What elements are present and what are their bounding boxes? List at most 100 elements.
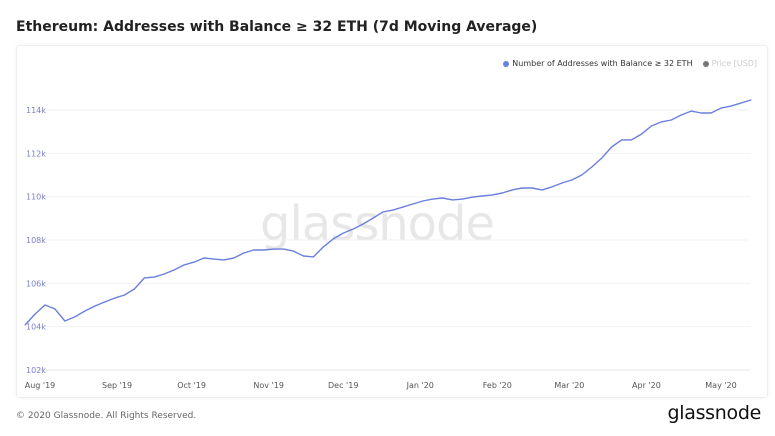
- x-tick-label: Oct '19: [177, 381, 206, 390]
- legend-dot-icon: [503, 60, 510, 67]
- data-point: [422, 200, 424, 202]
- data-point: [640, 133, 643, 135]
- legend-item-addresses[interactable]: Number of Addresses with Balance ≥ 32 ET…: [503, 59, 693, 68]
- data-point: [531, 187, 533, 189]
- data-point: [442, 197, 444, 199]
- data-point: [581, 174, 583, 176]
- y-tick-label: 110k: [26, 193, 46, 202]
- data-point: [133, 288, 136, 290]
- x-tick-label: Aug '19: [25, 381, 56, 390]
- data-point: [104, 301, 106, 303]
- data-point: [213, 258, 215, 260]
- data-point: [620, 139, 623, 141]
- data-point: [233, 257, 235, 259]
- data-point: [561, 182, 563, 184]
- y-tick-label: 112k: [26, 149, 46, 158]
- data-point: [521, 187, 523, 189]
- data-point: [263, 249, 265, 251]
- data-point: [273, 248, 275, 250]
- x-tick-label: Sep '19: [102, 381, 132, 390]
- data-point: [591, 166, 593, 168]
- series-line-addresses: [24, 99, 752, 326]
- data-point: [551, 186, 553, 188]
- data-point: [223, 259, 225, 261]
- x-tick-label: Mar '20: [554, 381, 584, 390]
- legend: Number of Addresses with Balance ≥ 32 ET…: [503, 59, 757, 68]
- data-point: [243, 252, 245, 254]
- data-point: [650, 125, 653, 127]
- data-point: [680, 114, 682, 116]
- data-point: [193, 261, 195, 263]
- x-tick-label: Apr '20: [632, 381, 661, 390]
- data-point: [74, 316, 76, 318]
- x-tick-label: Dec '19: [328, 381, 358, 390]
- data-point: [690, 110, 692, 112]
- legend-item-price[interactable]: Price [USD]: [702, 59, 757, 68]
- legend-label: Number of Addresses with Balance ≥ 32 ET…: [512, 59, 693, 68]
- data-point: [352, 228, 354, 230]
- y-tick-label: 114k: [26, 106, 46, 115]
- data-point: [44, 304, 46, 306]
- x-tick-label: Nov '19: [253, 381, 284, 390]
- data-point: [123, 294, 126, 296]
- data-point: [402, 206, 404, 208]
- x-tick-label: May '20: [705, 381, 736, 390]
- data-point: [700, 112, 702, 114]
- data-point: [332, 238, 334, 240]
- data-point: [670, 119, 672, 121]
- data-point: [501, 192, 503, 194]
- data-point: [730, 105, 732, 107]
- data-point: [541, 189, 543, 191]
- legend-label: Price [USD]: [711, 59, 757, 68]
- data-point: [511, 189, 513, 191]
- data-point: [571, 179, 573, 181]
- data-point: [143, 277, 145, 279]
- chart-title: Ethereum: Addresses with Balance ≥ 32 ET…: [16, 19, 538, 35]
- data-point: [740, 102, 742, 104]
- data-point: [432, 198, 434, 200]
- data-point: [24, 324, 26, 326]
- data-point: [630, 139, 633, 141]
- data-point: [292, 250, 295, 252]
- data-point: [322, 246, 324, 248]
- data-point: [710, 112, 712, 114]
- y-tick-label: 102k: [26, 366, 46, 375]
- copyright: © 2020 Glassnode. All Rights Reserved.: [16, 411, 197, 421]
- y-tick-label: 106k: [26, 279, 46, 288]
- y-tick-label: 108k: [26, 236, 46, 245]
- watermark: glassnode: [260, 196, 495, 252]
- legend-dot-icon: [702, 60, 709, 67]
- x-tick-label: Feb '20: [483, 381, 512, 390]
- glassnode-logo: glassnode: [667, 402, 762, 424]
- data-point: [54, 308, 56, 310]
- data-point: [601, 157, 603, 159]
- data-point: [203, 257, 205, 259]
- data-point: [302, 255, 305, 257]
- data-point: [750, 99, 752, 101]
- data-point: [173, 269, 175, 271]
- data-point: [64, 320, 66, 322]
- data-point: [491, 194, 493, 196]
- data-point: [481, 195, 484, 197]
- data-point: [153, 276, 155, 278]
- data-point: [451, 199, 454, 201]
- data-point: [163, 273, 165, 275]
- y-tick-label: 104k: [26, 323, 46, 332]
- data-point: [34, 313, 36, 315]
- data-point: [84, 310, 86, 312]
- data-point: [660, 121, 662, 123]
- x-tick-label: Jan '20: [406, 381, 434, 390]
- data-point: [412, 203, 414, 205]
- data-point: [461, 198, 464, 200]
- data-point: [611, 146, 613, 148]
- data-point: [183, 264, 185, 266]
- data-point: [392, 209, 394, 211]
- data-point: [253, 249, 255, 251]
- data-point: [282, 248, 285, 250]
- data-point: [312, 256, 314, 258]
- data-point: [342, 232, 344, 234]
- data-point: [382, 211, 384, 213]
- data-point: [471, 196, 474, 198]
- data-point: [372, 217, 374, 219]
